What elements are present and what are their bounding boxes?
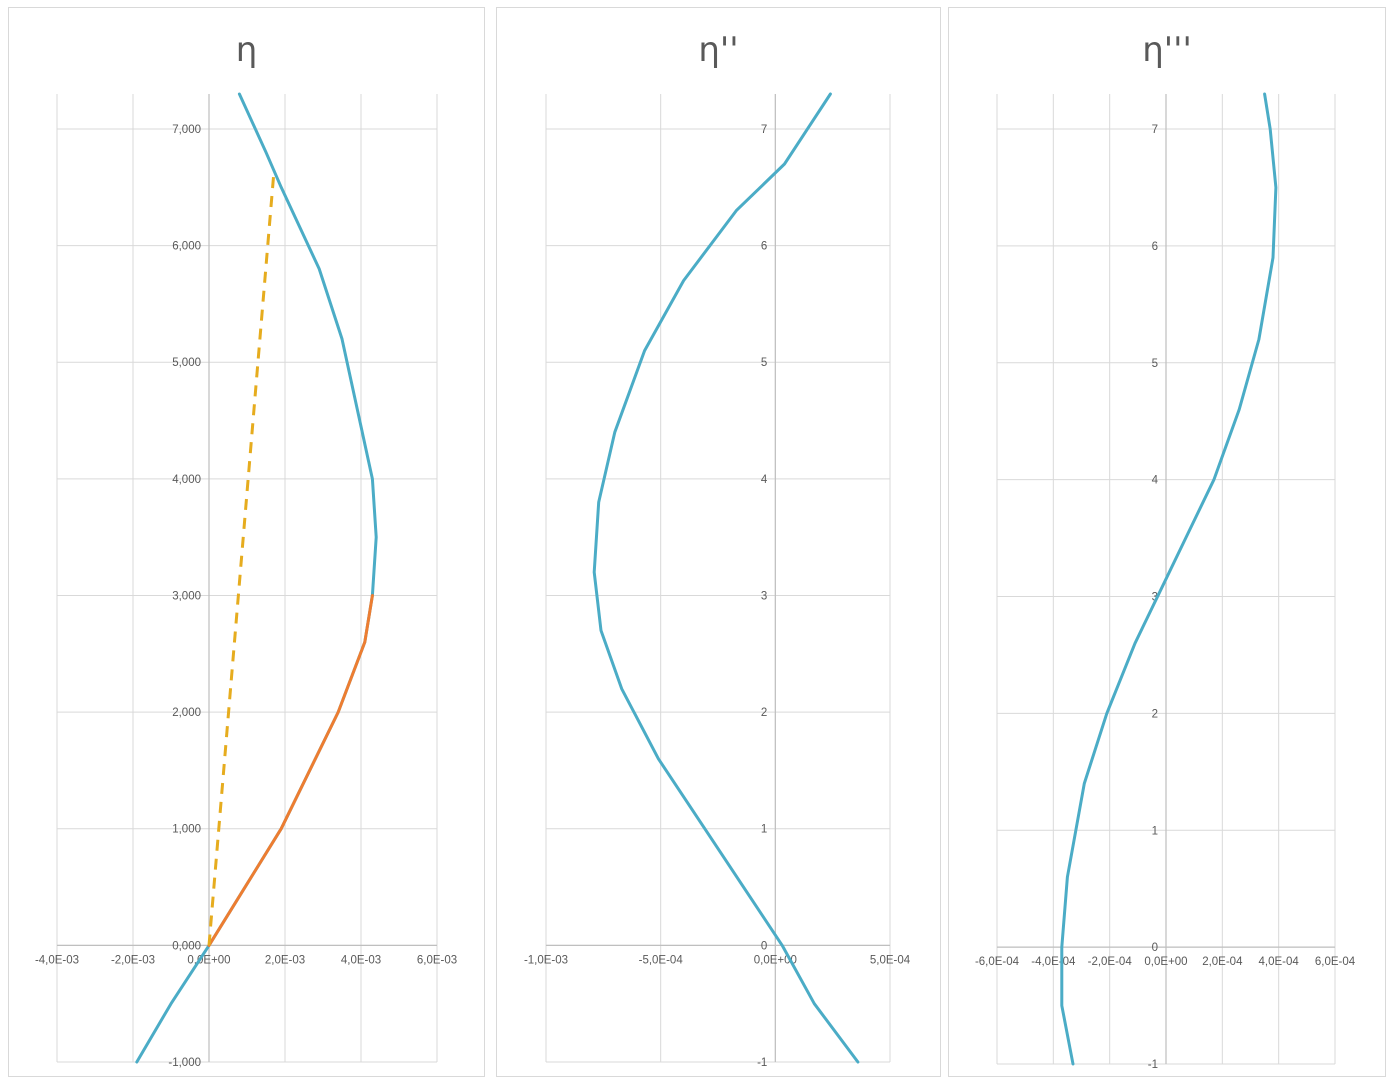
eta-y-tick-label: 7,000: [172, 124, 201, 136]
eta-second-derivative-y-tick-label: 4: [761, 474, 768, 486]
eta-x-tick-label: -2,0E-03: [111, 954, 155, 966]
eta-y-tick-label: -1,000: [168, 1057, 201, 1069]
eta-chart-title: η: [235, 30, 258, 70]
eta-third-derivative-y-tick-label: 4: [1152, 475, 1159, 487]
eta-y-tick-label: 0,000: [172, 940, 201, 952]
eta-third-derivative-y-tick-label: 1: [1152, 825, 1158, 837]
eta-third-derivative-chart-panel: η''' -6,0E-04 -4,0E-04 -2,0E-04 0,0E+00 2,0E…: [948, 7, 1386, 1077]
eta-second-derivative-chart-title: η'': [698, 30, 739, 70]
eta-third-derivative-x-tick-label: 0,0E+00: [1144, 956, 1187, 968]
eta-second-derivative-y-tick-label: 5: [761, 357, 767, 369]
eta-second-derivative-y-tick-label: 7: [761, 124, 767, 136]
eta-third-derivative-x-tick-label: 6,0E-04: [1315, 956, 1356, 968]
eta-second-derivative-y-tick-label: 1: [761, 824, 767, 836]
eta-third-derivative-y-tick-label: -1: [1148, 1059, 1158, 1071]
eta-x-tick-label: 4,0E-03: [341, 954, 381, 966]
eta-y-tick-label: 1,000: [172, 824, 201, 836]
eta-series-line-1: [135, 92, 378, 1064]
eta-series-line-2: [207, 594, 374, 947]
eta-x-tick-label: -4,0E-03: [35, 954, 79, 966]
eta-third-derivative-series-line-1: [1060, 92, 1278, 1066]
eta-y-tick-label: 2,000: [172, 707, 201, 719]
eta-second-derivative-y-tick-label: 0: [761, 940, 767, 952]
eta-chart-panel: η -4,0E-03 -2,0E-03 0,0E+00 2,0E-03 4,0E-03 6…: [8, 7, 485, 1077]
eta-third-derivative-chart-plot: -6,0E-04 -4,0E-04 -2,0E-04 0,0E+00 2,0E-04 4,…: [975, 92, 1356, 1071]
eta-third-derivative-y-tick-label: 7: [1152, 124, 1158, 136]
eta-second-derivative-y-tick-label: 6: [761, 241, 767, 253]
eta-x-tick-label: 0,0E+00: [187, 954, 230, 966]
eta-y-tick-label: 4,000: [172, 474, 201, 486]
eta-third-derivative-y-tick-label: 5: [1152, 358, 1158, 370]
eta-series-line-3: [207, 175, 276, 946]
eta-third-derivative-x-tick-label: 2,0E-04: [1202, 956, 1243, 968]
eta-chart-plot: -4,0E-03 -2,0E-03 0,0E+00 2,0E-03 4,0E-03 6,0…: [35, 92, 457, 1069]
eta-third-derivative-x-tick-label: -6,0E-04: [975, 956, 1020, 968]
eta-second-derivative-chart-panel: η'' -1,0E-03 -5,0E-04 0,0E+00 5,0E-04 -1 0 1 2 3…: [496, 7, 941, 1077]
eta-y-tick-label: 5,000: [172, 357, 201, 369]
eta-x-tick-label: 2,0E-03: [265, 954, 305, 966]
eta-second-derivative-series-line-1: [592, 92, 860, 1064]
eta-second-derivative-x-tick-label: -5,0E-04: [639, 954, 684, 966]
eta-third-derivative-x-tick-label: -4,0E-04: [1031, 956, 1076, 968]
eta-second-derivative-x-tick-label: -1,0E-03: [524, 954, 568, 966]
eta-third-derivative-x-tick-label: -2,0E-04: [1088, 956, 1133, 968]
eta-third-derivative-chart-title: η''': [1142, 30, 1192, 70]
eta-second-derivative-x-tick-label: 5,0E-04: [870, 954, 911, 966]
eta-y-tick-label: 6,000: [172, 241, 201, 253]
eta-third-derivative-y-tick-label: 0: [1152, 942, 1158, 954]
eta-third-derivative-y-tick-label: 2: [1152, 708, 1158, 720]
eta-third-derivative-y-tick-label: 6: [1152, 241, 1158, 253]
eta-second-derivative-y-tick-label: 2: [761, 707, 767, 719]
eta-third-derivative-x-tick-label: 4,0E-04: [1259, 956, 1300, 968]
eta-y-tick-label: 3,000: [172, 590, 201, 602]
eta-second-derivative-x-tick-label: 0,0E+00: [754, 954, 797, 966]
eta-x-tick-label: 6,0E-03: [417, 954, 457, 966]
eta-second-derivative-y-tick-label: 3: [761, 590, 767, 602]
eta-second-derivative-y-tick-label: -1: [757, 1057, 767, 1069]
eta-second-derivative-chart-plot: -1,0E-03 -5,0E-04 0,0E+00 5,0E-04 -1 0 1 2 3 4 5 6 7: [524, 92, 911, 1069]
eta-third-derivative-y-tick-label: 3: [1152, 592, 1158, 604]
